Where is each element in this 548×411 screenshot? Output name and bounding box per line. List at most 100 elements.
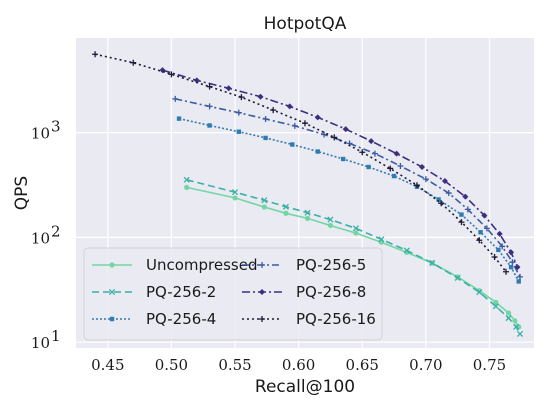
series-line [94,53,507,273]
data-point [304,209,311,216]
data-point [262,115,269,122]
data-point [481,212,488,219]
data-point [92,51,99,58]
data-point [403,247,410,254]
data-point [438,200,445,207]
y-tick-label: 10 [31,229,50,247]
data-point [261,197,268,204]
series-lines [92,51,524,337]
data-point [476,237,483,244]
data-point [257,93,264,100]
data-point [183,176,190,183]
x-tick-label: 0.55 [218,356,251,374]
series-pq-256-5 [172,95,524,280]
data-point [493,299,499,305]
data-point [496,230,503,237]
data-point [232,195,238,201]
data-point [109,262,115,268]
legend-label: PQ-256-2 [146,283,216,301]
data-point [391,173,397,179]
legend-item: PQ-256-5 [242,256,366,274]
data-point [499,243,506,250]
series-line [175,98,521,278]
data-point [302,120,308,127]
series-line [186,186,520,328]
data-point [476,289,483,296]
series-line [186,179,521,335]
data-point [505,310,512,316]
data-point [371,150,378,157]
data-point [286,103,293,110]
data-point [193,77,200,84]
data-point [366,164,371,170]
data-point [259,262,265,268]
data-point [184,184,190,191]
data-point [387,165,394,172]
legend-item: PQ-256-16 [242,310,376,328]
data-point [321,131,328,138]
data-point [359,149,366,156]
data-point [516,330,524,337]
data-point [270,107,277,114]
data-point [492,303,499,310]
data-point [263,135,268,141]
data-point [342,126,349,133]
x-axis-label: Recall@100 [255,377,355,397]
legend-item: PQ-256-8 [242,283,366,301]
data-point [331,134,338,141]
y-tick-label: 10 [31,125,50,143]
data-point [397,163,404,170]
x-tick-label: 0.75 [473,356,506,374]
data-point [462,193,469,200]
legend-label: PQ-256-4 [146,310,216,328]
data-point [340,156,346,162]
data-point [259,316,265,322]
data-point [261,204,267,210]
data-point [109,316,115,322]
data-point [352,225,359,232]
data-point [168,71,175,78]
data-point [491,254,498,261]
legend: Uncompressed PQ-256-2 PQ-256-4 PQ-256-5 PQ-2… [83,247,383,341]
data-point [503,268,510,275]
data-point [393,150,400,157]
data-point [327,222,334,229]
series-uncompressed [184,184,522,330]
data-point [207,123,212,128]
data-point [454,274,461,282]
data-point [283,210,289,216]
x-tick-label: 0.45 [91,356,124,374]
data-point [483,225,490,232]
data-point [429,259,436,267]
data-point [458,219,465,226]
legend-label: Uncompressed [146,256,258,274]
legend-box [83,247,383,341]
series-pq-256-8 [159,67,521,271]
data-point [315,149,320,154]
data-point [172,95,179,102]
data-point [509,259,516,266]
data-point [108,288,116,296]
series-line [178,117,520,282]
legend-item: PQ-256-4 [92,310,216,328]
series-pq-256-2 [183,176,524,337]
data-point [225,85,232,92]
legend-item: PQ-256-2 [92,283,216,301]
data-point [235,109,242,116]
y-tick-exponent: 2 [51,222,61,240]
data-point [436,197,441,202]
data-point [130,59,137,66]
data-point [304,215,311,221]
x-tick-label: 0.65 [346,356,379,374]
data-point [368,138,375,145]
data-point [206,83,213,90]
data-point [464,206,471,213]
data-point [291,122,298,129]
data-point [445,190,452,197]
series-pq-256-16 [92,51,510,275]
data-point [282,203,289,210]
data-point [441,178,448,185]
